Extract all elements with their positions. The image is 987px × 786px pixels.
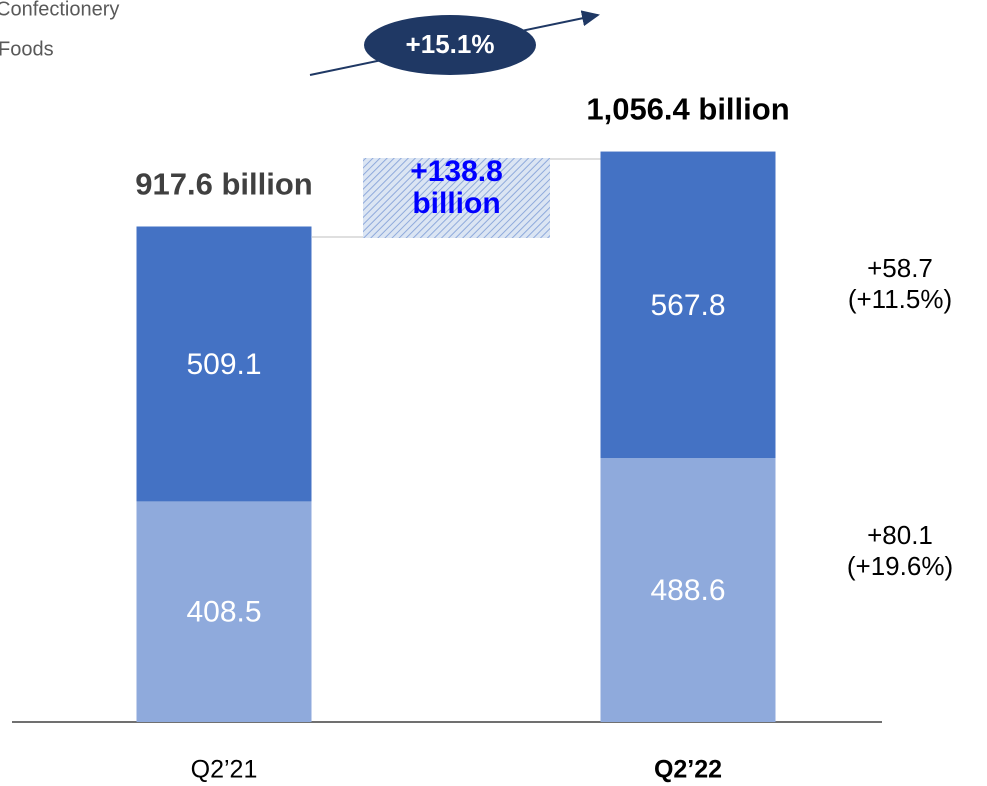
growth-label: +15.1% — [406, 29, 495, 59]
bar-segment — [600, 458, 776, 722]
total-label: 917.6 billion — [135, 167, 312, 202]
data-label: 567.8 — [650, 289, 725, 322]
difference-label: +138.8 billion — [410, 155, 503, 220]
total-label: 1,056.4 billion — [586, 92, 789, 127]
growth-badge — [364, 15, 536, 75]
x-tick-label: Q2’22 — [654, 756, 722, 784]
data-label: 509.1 — [186, 348, 261, 381]
data-label: 488.6 — [650, 574, 725, 607]
legend-label: Confectionery — [0, 0, 119, 20]
legend-label: Foods — [0, 38, 54, 60]
bar-segment — [136, 226, 312, 502]
bar-segment — [136, 501, 312, 722]
x-tick-label: Q2’21 — [191, 756, 258, 784]
difference-box — [363, 158, 550, 238]
bar-segment — [600, 151, 776, 459]
change-label: +58.7 (+11.5%) — [847, 253, 953, 315]
data-label: 408.5 — [186, 596, 261, 629]
change-label: +80.1 (+19.6%) — [846, 520, 954, 582]
